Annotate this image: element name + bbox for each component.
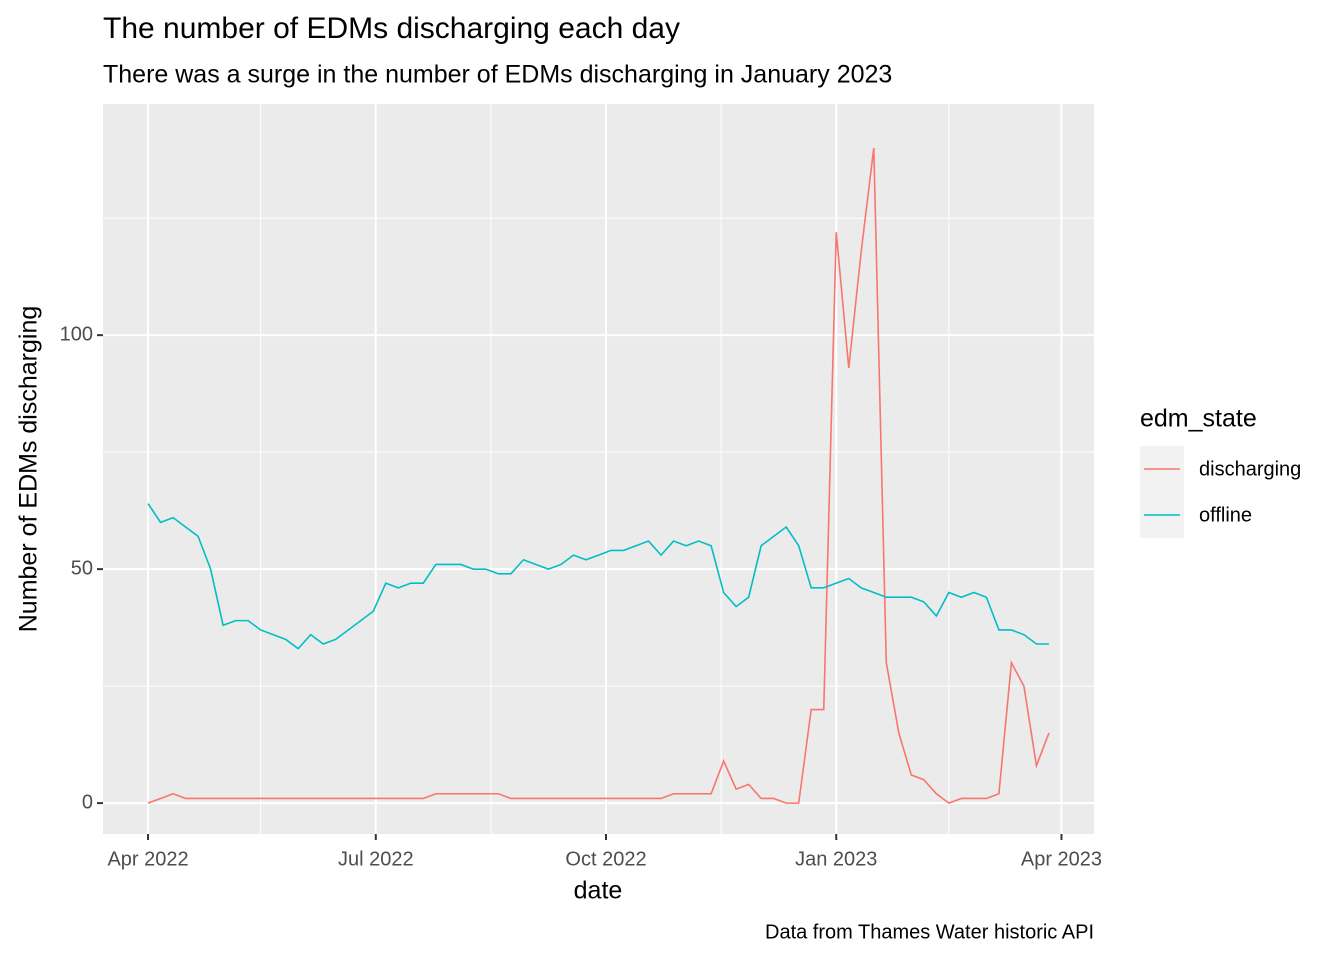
x-axis-title: date [574, 877, 623, 905]
y-tick-label: 50 [71, 557, 93, 579]
y-axis-title: Number of EDMs discharging [15, 306, 43, 633]
caption: Data from Thames Water historic API [765, 921, 1094, 943]
legend-title: edm_state [1140, 405, 1257, 433]
series-line [147, 147, 1050, 805]
chart-title: The number of EDMs discharging each day [103, 12, 680, 45]
legend-label: offline [1199, 504, 1252, 526]
plot-panel [103, 104, 1094, 834]
y-tick-label: 100 [60, 323, 93, 345]
legend-label: discharging [1199, 458, 1301, 480]
x-tick-label: Apr 2023 [1021, 848, 1102, 870]
y-tick-label: 0 [82, 791, 93, 813]
series-line [147, 503, 1049, 650]
x-tick-label: Jan 2023 [795, 848, 877, 870]
x-tick-label: Apr 2022 [107, 848, 188, 870]
chart-subtitle: There was a surge in the number of EDMs … [103, 61, 892, 89]
x-tick-label: Jul 2022 [338, 848, 414, 870]
x-tick-label: Oct 2022 [565, 848, 646, 870]
